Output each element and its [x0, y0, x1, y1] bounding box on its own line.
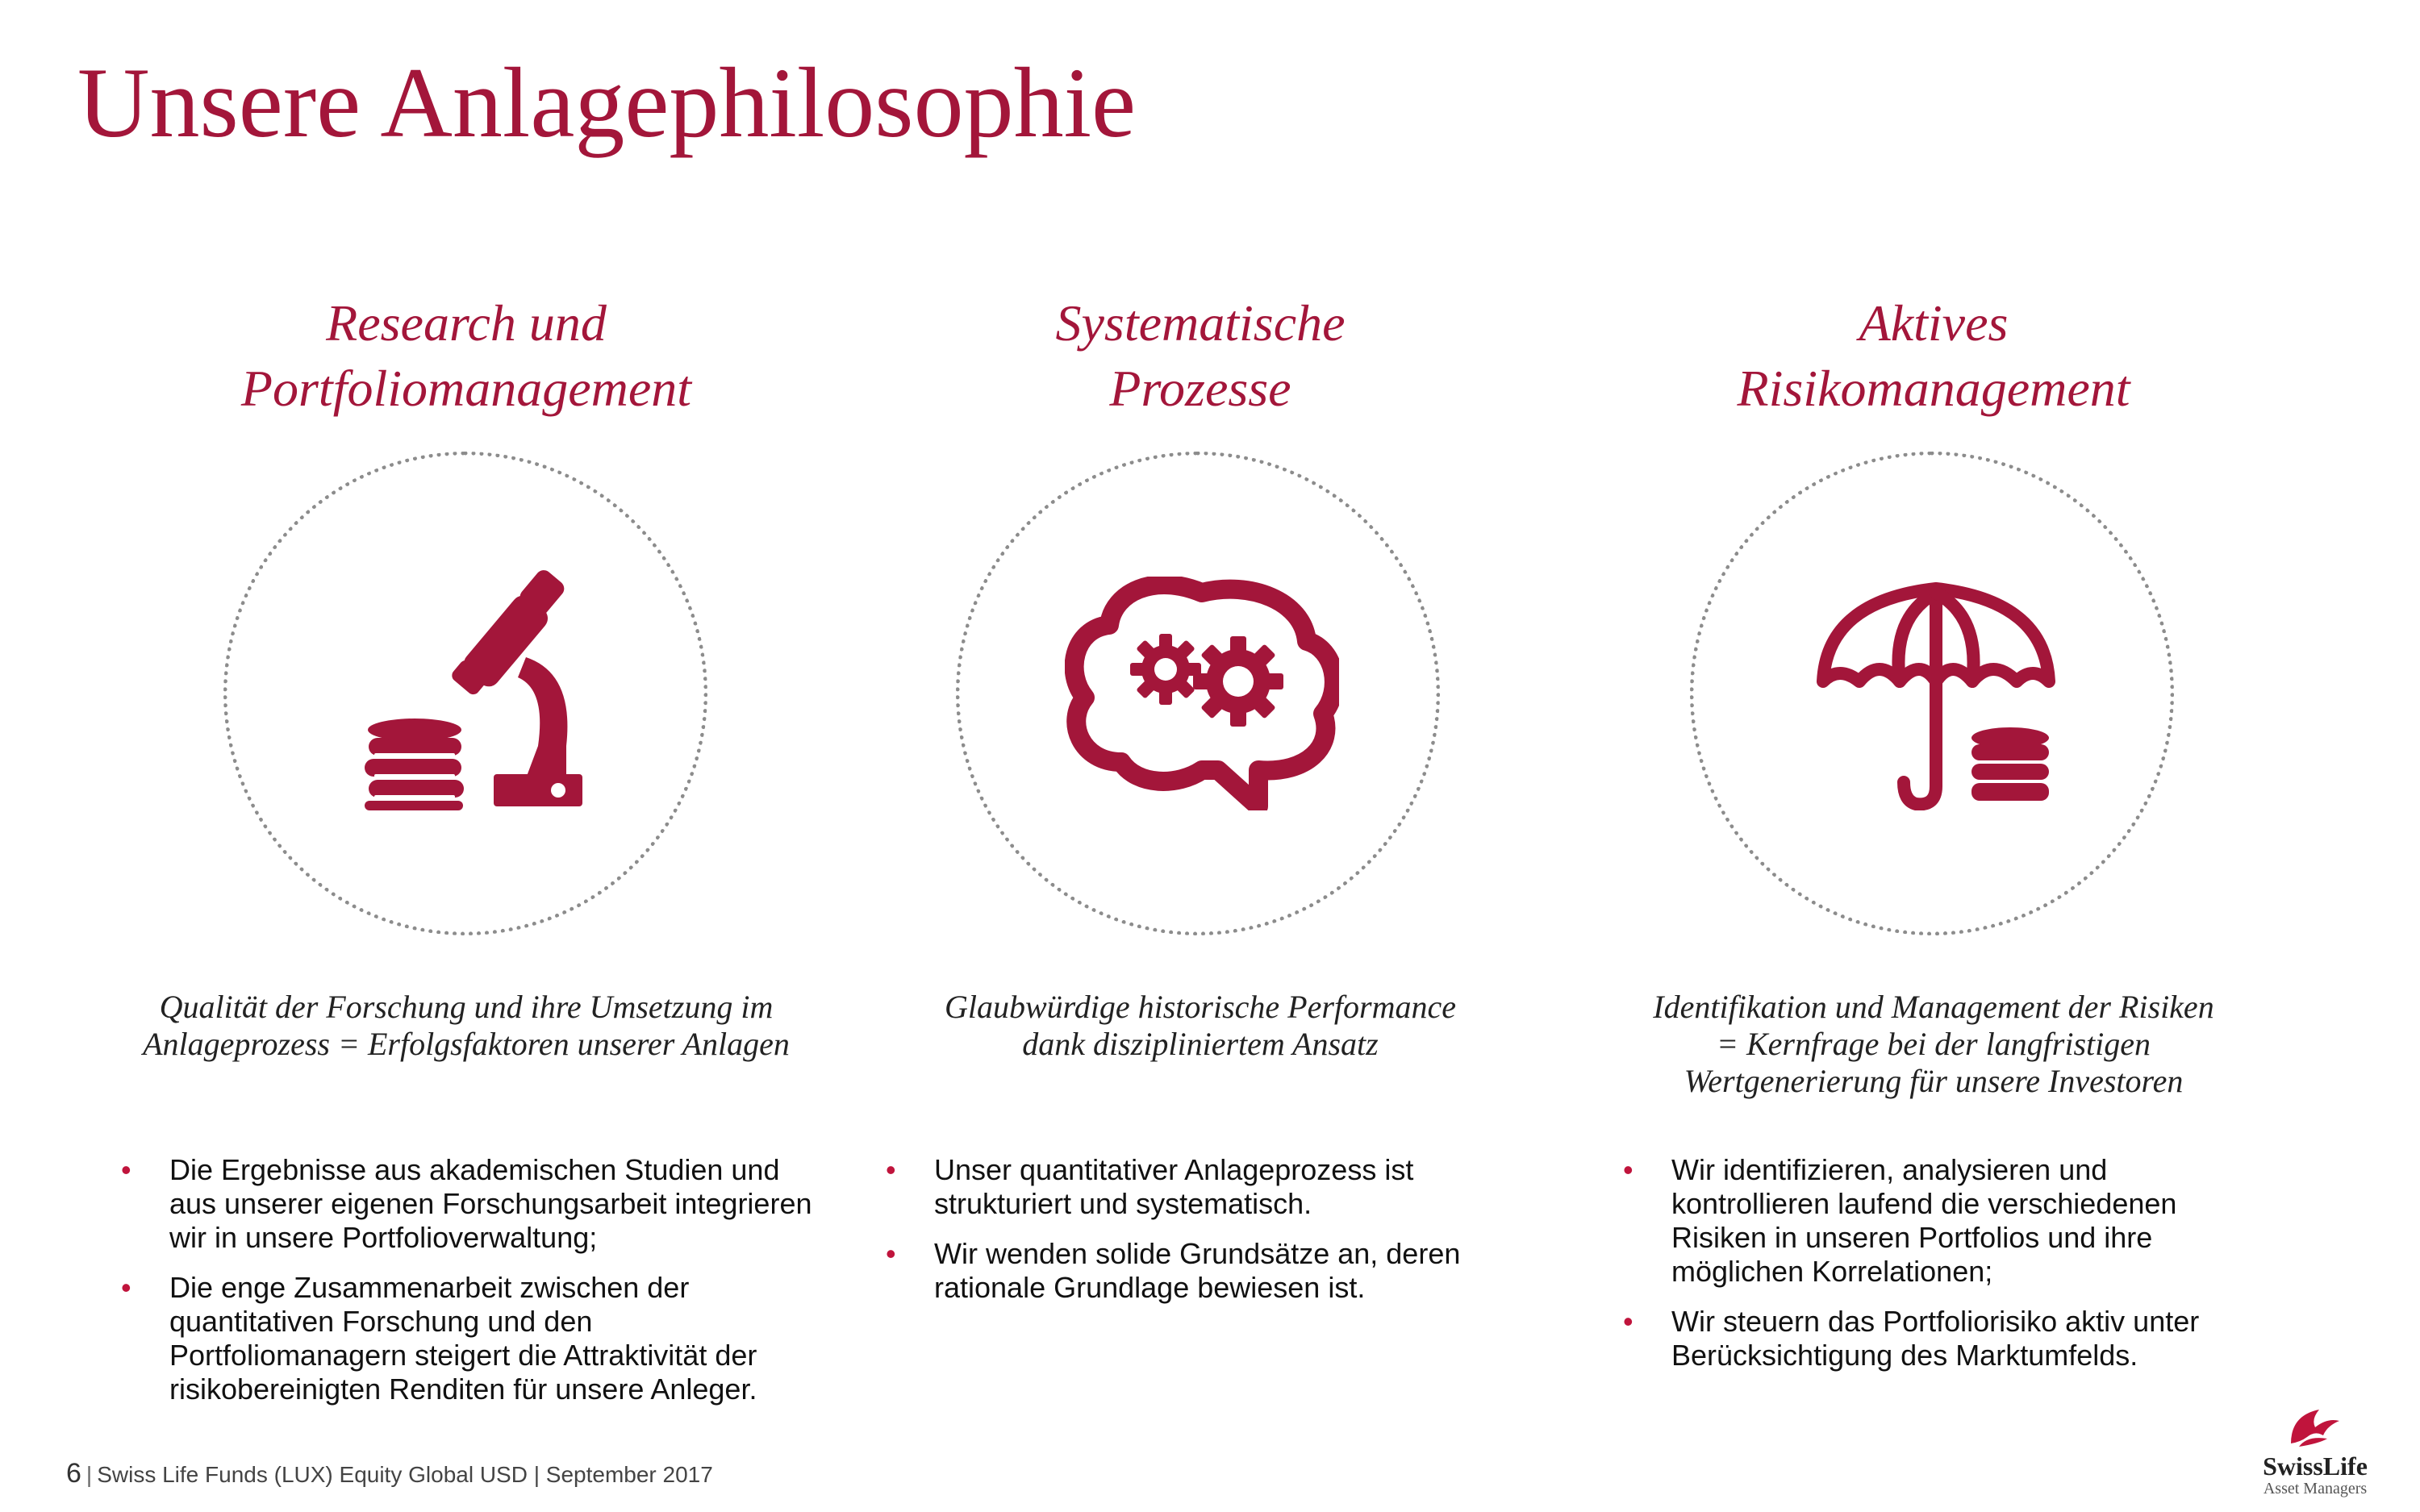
- column-heading: Research und Portfoliomanagement: [103, 290, 829, 421]
- subtitle-line: Anlageprozess = Erfolgsfaktoren unserer …: [143, 1026, 790, 1062]
- column-heading: Aktives Risikomanagement: [1571, 290, 2297, 421]
- subtitle-line: Glaubwürdige historische Performance: [944, 989, 1456, 1025]
- swisslife-logo-icon: [2291, 1410, 2339, 1447]
- bullet-item: Unser quantitativer Anlageprozess ist st…: [886, 1153, 1531, 1221]
- bullet-item: Die Ergebnisse aus akademischen Studien …: [121, 1153, 815, 1255]
- bullet-list: Unser quantitativer Anlageprozess ist st…: [886, 1153, 1531, 1321]
- icon-circle: [1690, 452, 2174, 935]
- logo-subtitle: Asset Managers: [2263, 1480, 2368, 1497]
- column-heading-line: Portfoliomanagement: [240, 360, 692, 417]
- swisslife-logo: SwissLife Asset Managers: [2234, 1403, 2396, 1500]
- subtitle-line: Identifikation und Management der Risike…: [1653, 989, 2214, 1025]
- bullet-item: Die enge Zusammenarbeit zwischen der qua…: [121, 1271, 815, 1406]
- footer-text: Swiss Life Funds (LUX) Equity Global USD…: [97, 1462, 713, 1487]
- bullet-list: Die Ergebnisse aus akademischen Studien …: [121, 1153, 815, 1422]
- subtitle-line: Wertgenerierung für unsere Investoren: [1684, 1063, 2184, 1099]
- column-subtitle: Qualität der Forschung und ihre Umsetzun…: [103, 989, 829, 1063]
- microscope-coins-icon: [365, 569, 582, 810]
- footer-separator: |: [86, 1462, 93, 1487]
- page-title: Unsere Anlagephilosophie: [77, 48, 1137, 158]
- column-heading-line: Prozesse: [1109, 360, 1291, 417]
- umbrella-coins-icon: [1815, 569, 2057, 811]
- bullet-item: Wir steuern das Portfoliorisiko aktiv un…: [1623, 1305, 2268, 1372]
- icon-circle: [223, 452, 707, 935]
- column-heading: Systematische Prozesse: [837, 290, 1563, 421]
- page-number: 6: [66, 1458, 81, 1489]
- column-heading-line: Risikomanagement: [1737, 360, 2130, 417]
- logo-name: SwissLife: [2263, 1452, 2368, 1481]
- subtitle-line: Qualität der Forschung und ihre Umsetzun…: [159, 989, 774, 1025]
- column-research: Research und Portfoliomanagement: [103, 290, 829, 421]
- column-heading-line: Research und: [326, 294, 607, 352]
- brain-gears-icon: [1064, 575, 1344, 816]
- subtitle-line: dank diszipliniertem Ansatz: [1022, 1026, 1379, 1062]
- bullet-list: Wir identifizieren, analysieren und kont…: [1623, 1153, 2268, 1389]
- bullet-item: Wir identifizieren, analysieren und kont…: [1623, 1153, 2268, 1289]
- column-heading-line: Systematische: [1055, 294, 1346, 352]
- column-subtitle: Identifikation und Management der Risike…: [1571, 989, 2297, 1100]
- footer: 6 | Swiss Life Funds (LUX) Equity Global U…: [66, 1458, 713, 1489]
- icon-circle: [956, 452, 1440, 935]
- column-processes: Systematische Prozesse: [837, 290, 1563, 421]
- column-risk: Aktives Risikomanagement: [1571, 290, 2297, 421]
- bullet-item: Wir wenden solide Grundsätze an, deren r…: [886, 1237, 1531, 1305]
- column-heading-line: Aktives: [1859, 294, 2009, 352]
- column-subtitle: Glaubwürdige historische Performance dan…: [837, 989, 1563, 1063]
- subtitle-line: = Kernfrage bei der langfristigen: [1716, 1026, 2151, 1062]
